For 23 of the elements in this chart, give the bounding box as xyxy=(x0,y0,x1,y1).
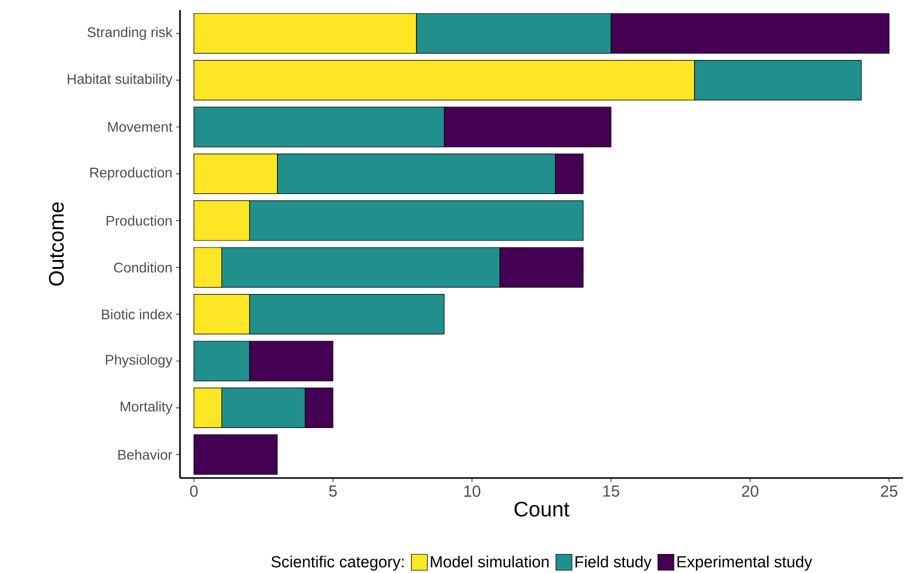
y-tick-label: Condition xyxy=(114,262,172,273)
x-tick-label: 15 xyxy=(603,486,620,497)
legend-label: Experimental study xyxy=(678,556,812,571)
legend-label: Model simulation xyxy=(430,556,549,568)
y-tick-label: Mortality xyxy=(120,401,172,414)
y-tick-label: Reproduction xyxy=(90,167,172,180)
x-tick-label: 25 xyxy=(881,486,898,497)
y-axis-title: Outcome xyxy=(48,202,64,286)
y-tick-label: Production xyxy=(106,215,172,226)
bar xyxy=(194,434,278,475)
x-axis-title: Count xyxy=(514,502,570,517)
y-tick-label: Habitat suitability xyxy=(68,74,172,87)
x-tick-label: 5 xyxy=(329,486,337,497)
y-tick-label: Biotic index xyxy=(102,309,172,320)
x-tick-label: 0 xyxy=(190,486,198,497)
legend-label: Field study xyxy=(576,556,652,571)
x-tick-label: 20 xyxy=(742,486,758,497)
y-tick-label: Physiology xyxy=(106,354,172,368)
legend-title: Scientific category: xyxy=(271,556,404,571)
x-tick-label: 10 xyxy=(464,486,480,497)
y-tick-label: Movement xyxy=(108,122,172,132)
y-tick-label: Stranding risk xyxy=(88,26,172,40)
y-tick-label: Behavior xyxy=(118,449,172,460)
